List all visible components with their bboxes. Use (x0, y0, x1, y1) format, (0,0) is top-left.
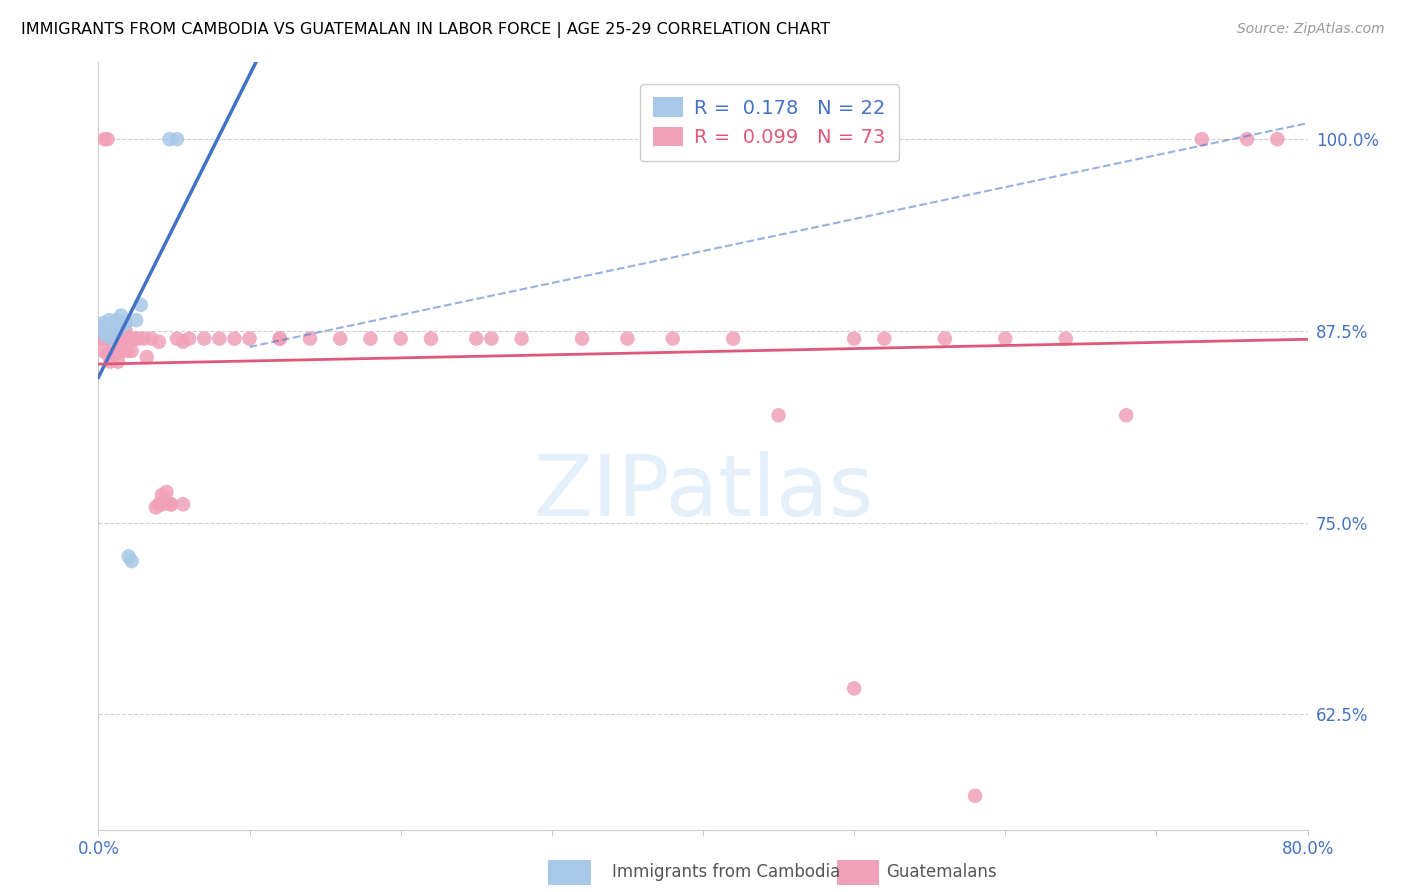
Point (121, 554, 143, 568)
Point (994, 332, 1017, 346)
Point (166, 132, 188, 146)
Point (155, 485, 177, 500)
Point (481, 332, 503, 346)
Point (115, 343, 138, 358)
Point (145, 500, 167, 515)
Point (934, 332, 956, 346)
Text: Guatemalans: Guatemalans (886, 863, 997, 881)
Point (132, 332, 155, 346)
Point (90, 324, 112, 338)
Point (96, 347, 118, 361)
Point (107, 354, 129, 368)
Point (1236, 132, 1258, 146)
Point (160, 497, 183, 511)
Point (269, 332, 291, 346)
Point (93, 132, 115, 146)
Point (101, 332, 124, 346)
Point (104, 324, 127, 338)
Point (114, 324, 136, 338)
Point (110, 309, 132, 323)
Point (94, 324, 117, 338)
Point (108, 337, 131, 351)
Point (94, 328, 117, 343)
Point (103, 328, 125, 343)
Point (141, 332, 163, 346)
Point (1115, 409, 1137, 423)
Point (239, 332, 262, 346)
Point (91, 343, 114, 358)
Point (179, 332, 201, 346)
Point (150, 488, 173, 502)
Text: Immigrants from Cambodia: Immigrants from Cambodia (612, 863, 839, 881)
Point (98, 332, 121, 346)
Point (465, 332, 488, 346)
Point (96, 324, 118, 338)
Point (160, 497, 183, 511)
Point (98, 313, 121, 327)
Point (360, 332, 382, 346)
Point (118, 549, 141, 564)
Point (93, 319, 115, 334)
Point (111, 316, 134, 330)
Point (96, 132, 118, 146)
Point (299, 332, 322, 346)
Point (389, 332, 412, 346)
Point (129, 298, 152, 312)
Point (159, 132, 181, 146)
Point (105, 332, 128, 346)
Point (616, 332, 638, 346)
Point (100, 354, 122, 368)
Point (104, 347, 127, 361)
Point (118, 332, 141, 346)
Point (965, 789, 987, 803)
Point (768, 409, 790, 423)
Point (844, 332, 866, 346)
Point (873, 332, 896, 346)
Point (114, 316, 136, 330)
Point (172, 334, 194, 349)
Point (329, 332, 352, 346)
Point (844, 681, 866, 696)
Point (208, 332, 231, 346)
Point (90, 332, 112, 346)
Point (193, 332, 215, 346)
Point (121, 343, 143, 358)
Text: Source: ZipAtlas.com: Source: ZipAtlas.com (1237, 22, 1385, 37)
Point (1191, 132, 1213, 146)
Point (124, 332, 146, 346)
Text: ZIPatlas: ZIPatlas (533, 450, 873, 533)
Point (148, 334, 170, 349)
Point (510, 332, 533, 346)
Point (172, 497, 194, 511)
Point (105, 313, 128, 327)
Text: IMMIGRANTS FROM CAMBODIA VS GUATEMALAN IN LABOR FORCE | AGE 25-29 CORRELATION CH: IMMIGRANTS FROM CAMBODIA VS GUATEMALAN I… (21, 22, 830, 38)
Point (723, 332, 745, 346)
Point (108, 319, 131, 334)
Point (148, 497, 170, 511)
Point (150, 497, 173, 511)
Legend: R =  0.178   N = 22, R =  0.099   N = 73: R = 0.178 N = 22, R = 0.099 N = 73 (640, 84, 900, 161)
Point (269, 332, 291, 346)
Point (127, 332, 149, 346)
Point (107, 322, 129, 336)
Point (118, 332, 141, 346)
Point (166, 332, 188, 346)
Point (110, 332, 132, 346)
Point (224, 332, 246, 346)
Point (91, 316, 114, 330)
Point (112, 332, 135, 346)
Point (93, 332, 115, 346)
Point (1054, 332, 1077, 346)
Point (111, 343, 134, 358)
Point (125, 313, 148, 327)
Point (1267, 132, 1289, 146)
Point (101, 334, 124, 349)
Point (571, 332, 593, 346)
Point (100, 322, 122, 336)
Point (420, 332, 443, 346)
Point (135, 350, 157, 364)
Point (103, 319, 125, 334)
Point (661, 332, 683, 346)
